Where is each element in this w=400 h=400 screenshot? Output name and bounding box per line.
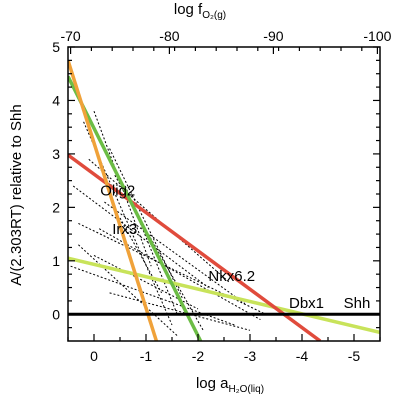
- series-label-nkx6-2: Nkx6.2: [208, 268, 255, 285]
- dashed-guide-line: [109, 292, 251, 331]
- dashed-guide-line: [124, 185, 178, 315]
- series-label-shh: Shh: [344, 295, 371, 312]
- bottom-tick-label: 0: [90, 348, 98, 364]
- left-tick-label: 1: [52, 253, 60, 269]
- top-tick-label: -100: [363, 28, 391, 44]
- series-label-dbx1: Dbx1: [289, 295, 324, 312]
- series-label-irx3: Irx3: [112, 221, 137, 238]
- bottom-tick-label: -1: [140, 348, 153, 364]
- series-label-olig2: Olig2: [100, 183, 135, 200]
- dashed-guide-line: [104, 201, 246, 304]
- dashed-guide-line: [93, 110, 152, 267]
- top-tick-label: -80: [159, 28, 179, 44]
- left-tick-label: 2: [52, 199, 60, 215]
- series-labels: Shh Dbx1 Nkx6.2 Irx3 Olig2: [100, 183, 370, 312]
- top-axis-title: log fO₂(g): [174, 1, 226, 21]
- y-axis-title: A/(2.303RT) relative to Shh: [8, 104, 25, 285]
- left-tick-label: 0: [52, 306, 60, 322]
- axis-ticks: [67, 46, 381, 341]
- series-line-irx3: [68, 75, 203, 341]
- left-tick-label: 3: [52, 146, 60, 162]
- bottom-axis-title-sub: H₂O(liq): [228, 384, 264, 395]
- bottom-tick-label: -5: [348, 348, 361, 364]
- bottom-axis-title: log aH₂O(liq): [196, 375, 264, 395]
- left-tick-label: 4: [52, 92, 60, 108]
- top-axis-title-sub: O₂(g): [202, 10, 226, 21]
- series-line-olig2: [68, 59, 159, 341]
- left-tick-label: 5: [52, 39, 60, 55]
- dashed-guide-line: [72, 185, 209, 288]
- series-lines: [68, 59, 380, 341]
- bottom-tick-label: -2: [192, 348, 205, 364]
- bottom-axis-title-main: log a: [196, 375, 229, 392]
- axis-tick-labels: 0 -1 -2 -3 -4 -5 -70 -80 -90 -100 0 1 2 3 4 5: [52, 28, 391, 364]
- bottom-tick-label: -4: [296, 348, 309, 364]
- top-tick-label: -90: [263, 28, 283, 44]
- dashed-guide-line: [98, 228, 261, 321]
- bottom-tick-label: -3: [244, 348, 257, 364]
- top-tick-label: -70: [60, 28, 80, 44]
- top-axis-title-main: log f: [174, 1, 203, 18]
- series-line-nkx6-2: [68, 153, 322, 341]
- series-line-dbx1: [68, 256, 380, 335]
